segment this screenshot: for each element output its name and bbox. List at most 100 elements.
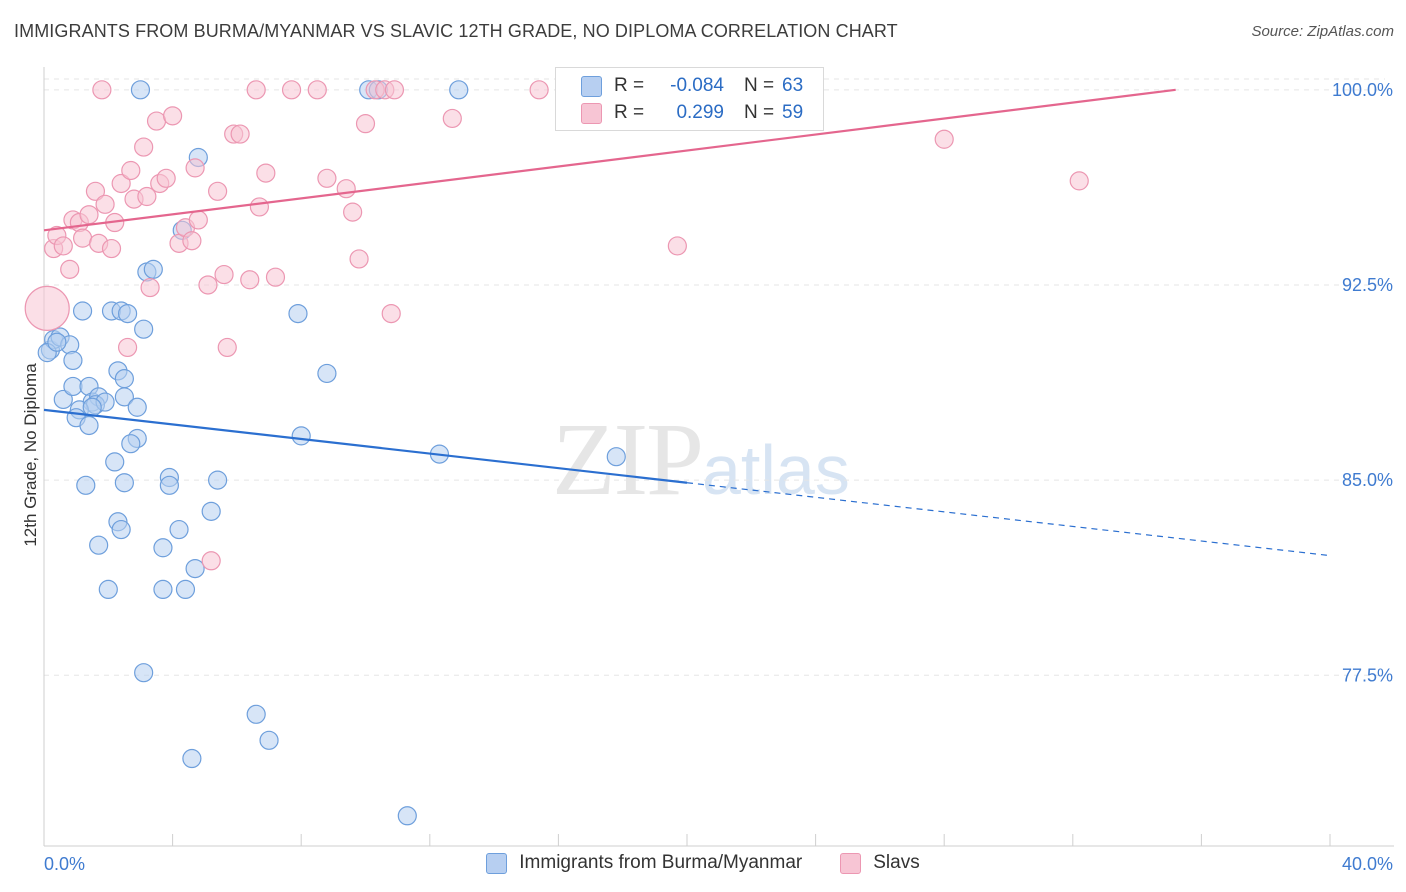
legend-row-burma: R = -0.084 N = 63 — [581, 73, 803, 99]
burma-point — [246, 704, 266, 724]
slavs-point — [111, 173, 131, 194]
series-legend-item-slavs: Slavs — [840, 852, 920, 874]
burma-point — [111, 519, 131, 540]
slavs-point — [95, 194, 115, 214]
slavs-point — [381, 303, 401, 324]
legend-n-label: N = — [744, 102, 775, 123]
burma-point — [98, 579, 118, 600]
slavs-point — [249, 197, 270, 217]
slavs-point — [667, 236, 687, 256]
series-slavs-points — [24, 80, 1089, 571]
series-swatch-blue — [486, 852, 508, 874]
x-tick-label: 0.0% — [44, 854, 85, 874]
burma-point — [89, 535, 109, 555]
slavs-point — [256, 163, 276, 183]
legend-n-value: 63 — [782, 75, 804, 96]
burma-point — [159, 475, 179, 495]
burma-point — [185, 558, 205, 579]
series-burma-points — [37, 80, 626, 826]
slavs-point — [85, 181, 106, 201]
slavs-point — [355, 114, 376, 134]
burma-point — [47, 332, 67, 352]
slavs-point — [281, 80, 302, 100]
slavs-point — [230, 124, 250, 144]
slavs-point — [336, 179, 356, 199]
legend-swatch-blue — [581, 75, 602, 97]
burma-point — [79, 415, 99, 436]
legend-n-value: 59 — [782, 102, 804, 123]
burma-point — [53, 389, 73, 410]
burma-point — [114, 369, 134, 389]
legend-r-value: -0.084 — [670, 75, 724, 96]
burma-point — [153, 538, 173, 558]
slavs-point — [217, 337, 237, 358]
zipatlas-watermark: ZIPatlas — [552, 400, 850, 519]
y-tick-label: 85.0% — [1342, 470, 1393, 490]
burma-point — [606, 447, 626, 467]
trend-lines — [43, 88, 1331, 557]
source-credit: Source: ZipAtlas.com — [1251, 23, 1394, 40]
slavs-point — [343, 202, 363, 222]
slavs-point — [146, 111, 167, 131]
burma-trend-extension — [686, 482, 1331, 557]
burma-point — [63, 350, 83, 371]
series-legend-label: Immigrants from Burma/Myanmar — [519, 852, 803, 873]
burma-point — [76, 475, 96, 495]
tick-labels: 77.5% 85.0% 92.5% 100.0% 0.0% 40.0% — [44, 80, 1393, 874]
slavs-point — [349, 249, 369, 269]
series-legend-item-burma: Immigrants from Burma/Myanmar — [486, 852, 802, 874]
slavs-point — [240, 270, 260, 290]
slavs-point — [117, 337, 138, 358]
y-tick-label: 92.5% — [1342, 275, 1393, 295]
gridlines — [44, 78, 1385, 676]
slavs-point — [92, 80, 112, 100]
watermark-zip: ZIP — [552, 402, 704, 517]
burma-point — [143, 259, 163, 279]
legend-n-label: N = — [744, 75, 775, 96]
slavs-point — [442, 108, 462, 129]
burma-point — [208, 470, 228, 490]
slavs-point — [24, 285, 70, 331]
axes — [43, 67, 1394, 847]
burma-point — [201, 501, 221, 521]
watermark-atlas: atlas — [702, 431, 850, 509]
burma-point — [130, 80, 151, 100]
burma-point — [397, 806, 417, 826]
y-tick-label: 100.0% — [1332, 80, 1393, 100]
slavs-point — [188, 210, 208, 230]
legend-r-value: 0.299 — [676, 102, 724, 123]
chart-title: IMMIGRANTS FROM BURMA/MYANMAR VS SLAVIC … — [14, 21, 898, 41]
burma-point — [134, 319, 154, 339]
burma-point — [153, 579, 173, 600]
slavs-point — [72, 228, 93, 248]
slavs-point — [121, 160, 141, 181]
burma-point — [63, 376, 83, 397]
slavs-point — [208, 181, 228, 201]
legend-r-label: R = — [614, 102, 645, 123]
series-legend-label: Slavs — [873, 852, 920, 873]
legend-r-label: R = — [614, 75, 645, 96]
burma-point — [105, 452, 125, 472]
burma-point — [127, 397, 147, 417]
slavs-point — [163, 106, 183, 126]
burma-point — [449, 80, 469, 100]
burma-point — [117, 303, 138, 324]
series-legend: Immigrants from Burma/Myanmar Slavs — [0, 852, 1406, 874]
x-tick-label: 40.0% — [1342, 854, 1393, 874]
burma-point — [134, 663, 154, 683]
slavs-point — [185, 158, 205, 178]
series-swatch-pink — [840, 852, 862, 874]
slavs-point — [317, 168, 337, 188]
slavs-point — [198, 275, 218, 295]
burma-point — [288, 303, 308, 324]
legend-swatch-pink — [581, 102, 602, 124]
slavs-point — [53, 236, 73, 256]
burma-point — [259, 730, 279, 750]
slavs-point — [140, 277, 160, 298]
slavs-point — [529, 80, 549, 100]
slavs-point — [384, 80, 405, 100]
slavs-point — [134, 137, 154, 157]
burma-point — [182, 748, 202, 769]
slavs-point — [246, 80, 266, 100]
